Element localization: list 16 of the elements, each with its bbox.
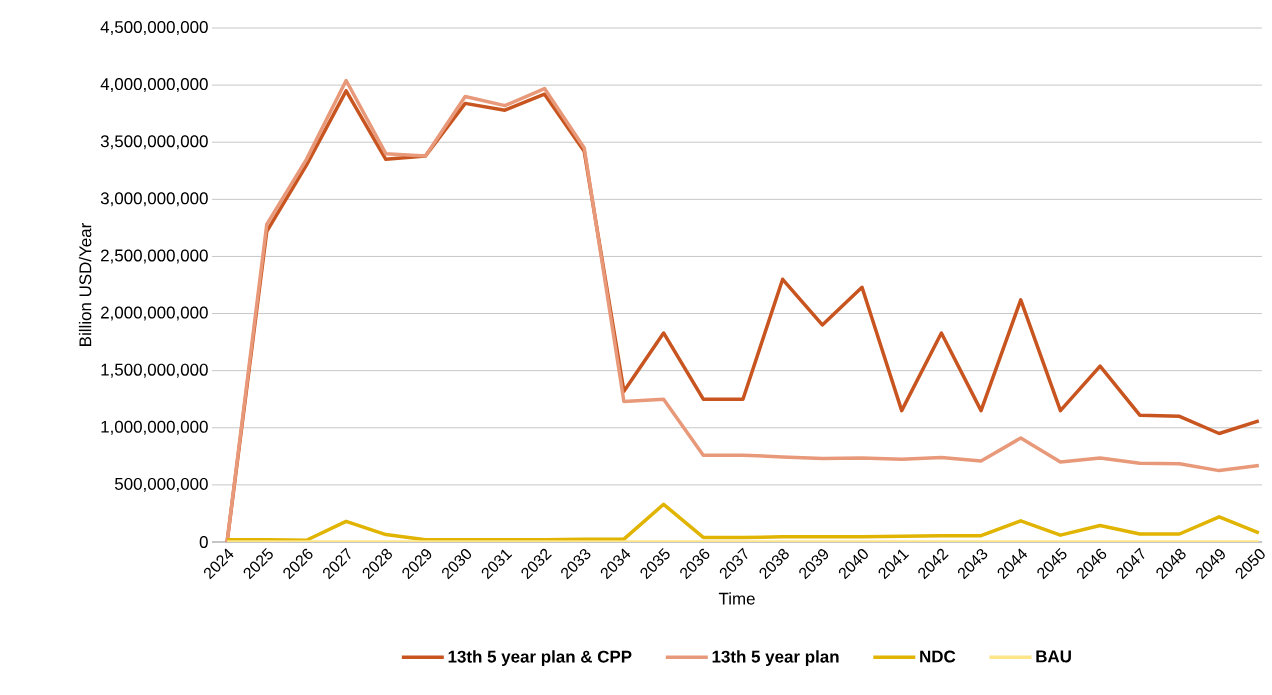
legend-label: BAU: [1036, 650, 1071, 663]
legend-label: 13th 5 year plan: [712, 650, 839, 667]
y-tick-label: 3,500,000,000: [100, 135, 208, 150]
legend-label: NDC: [920, 650, 956, 663]
y-tick-label: 1,500,000,000: [101, 363, 208, 378]
y-tick-label: 3,000,000,000: [100, 192, 208, 207]
y-tick-label: 4,000,000,000: [100, 78, 208, 93]
y-tick-label: 1,000,000,000: [101, 420, 208, 435]
y-tick-label: 2,500,000,000: [101, 249, 208, 264]
y-tick-label: 4,500,000,000: [100, 21, 208, 35]
y-axis-title: Billion USD/Year: [78, 223, 92, 346]
x-axis-title: Time: [718, 592, 755, 605]
y-tick-label: 500,000,000: [114, 477, 208, 492]
y-tick-label: 2,000,000,000: [101, 306, 208, 321]
legend-label: 13th 5 year plan & CPP: [448, 650, 632, 667]
y-tick-label: 0: [199, 536, 208, 548]
